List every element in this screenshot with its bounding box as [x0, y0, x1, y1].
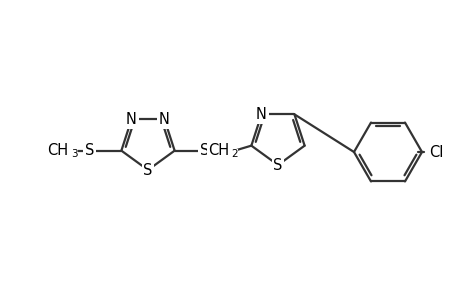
Text: N: N	[256, 107, 266, 122]
Text: S: S	[273, 158, 282, 172]
Text: Cl: Cl	[428, 145, 442, 160]
Text: S: S	[200, 143, 209, 158]
Text: CH: CH	[208, 143, 229, 158]
Text: 3: 3	[71, 149, 78, 159]
Text: N: N	[126, 112, 137, 127]
Text: S: S	[84, 143, 94, 158]
Text: 2: 2	[231, 149, 238, 159]
Text: S: S	[143, 163, 152, 178]
Text: CH: CH	[47, 143, 68, 158]
Text: N: N	[159, 112, 169, 127]
